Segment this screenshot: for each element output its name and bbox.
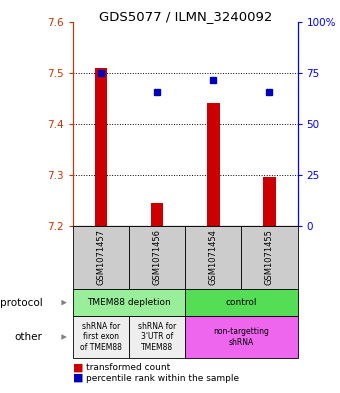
Text: non-targetting
shRNA: non-targetting shRNA xyxy=(214,327,269,347)
Text: other: other xyxy=(15,332,42,342)
Text: control: control xyxy=(226,298,257,307)
Text: GDS5077 / ILMN_3240092: GDS5077 / ILMN_3240092 xyxy=(99,10,272,23)
Text: TMEM88 depletion: TMEM88 depletion xyxy=(87,298,171,307)
Text: GSM1071457: GSM1071457 xyxy=(97,230,106,285)
Text: GSM1071456: GSM1071456 xyxy=(153,230,162,285)
Text: ■: ■ xyxy=(73,362,84,373)
Bar xyxy=(207,103,220,226)
Text: percentile rank within the sample: percentile rank within the sample xyxy=(86,374,239,382)
Text: ■: ■ xyxy=(73,373,84,383)
Text: transformed count: transformed count xyxy=(86,363,170,372)
Text: protocol: protocol xyxy=(0,298,42,308)
Text: GSM1071454: GSM1071454 xyxy=(209,230,218,285)
Text: shRNA for
first exon
of TMEM88: shRNA for first exon of TMEM88 xyxy=(80,322,122,352)
Bar xyxy=(95,68,107,226)
Text: shRNA for
3'UTR of
TMEM88: shRNA for 3'UTR of TMEM88 xyxy=(138,322,176,352)
Bar xyxy=(263,177,276,226)
Text: GSM1071455: GSM1071455 xyxy=(265,230,274,285)
Bar xyxy=(151,203,164,226)
